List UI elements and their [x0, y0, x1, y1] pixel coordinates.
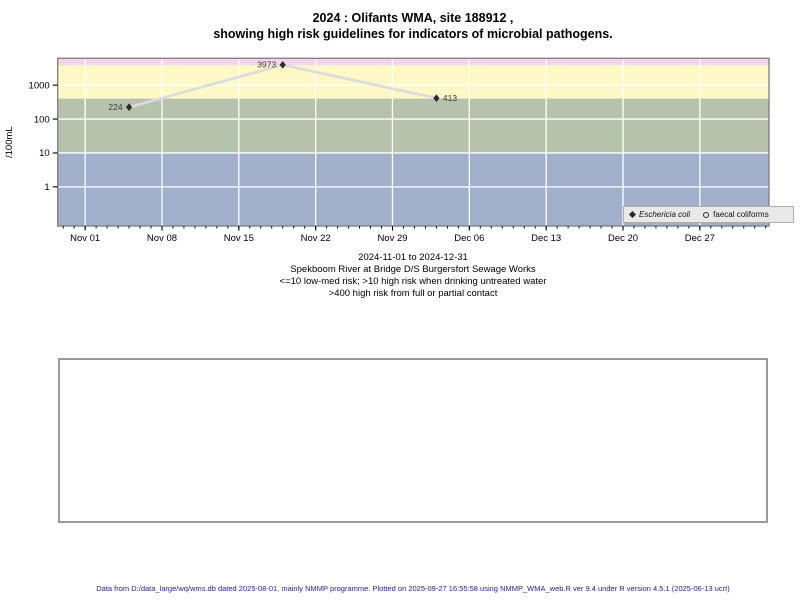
legend-label-faecal-coliforms: faecal coliforms [713, 210, 769, 219]
x-tick-label: Dec 06 [454, 233, 484, 244]
risk-band-pink [57, 58, 769, 66]
x-tick-label: Nov 15 [224, 233, 254, 244]
subtitle: 2024-11-01 to 2024-12-31 Spekboom River … [57, 252, 769, 300]
y-axis-label: /100mL [4, 126, 15, 158]
legend-item-faecal-coliforms: faecal coliforms [703, 210, 769, 219]
x-tick-label: Dec 13 [531, 233, 561, 244]
legend-item-ecoli: Eschericia coli [628, 210, 691, 219]
x-tick-label: Nov 22 [301, 233, 331, 244]
x-tick-label: Nov 08 [147, 233, 177, 244]
x-tick-label: Dec 27 [685, 233, 715, 244]
filled-diamond-icon [628, 210, 637, 219]
subtitle-risk-note-contact: >400 high risk from full or partial cont… [328, 288, 498, 299]
x-tick-label: Nov 29 [377, 233, 407, 244]
point-marker [433, 94, 440, 102]
y-tick-label: 1000 [29, 80, 50, 91]
point-label: 3973 [257, 60, 276, 70]
point-marker [125, 103, 133, 111]
y-tick-label: 100 [34, 114, 50, 125]
empty-second-panel [58, 358, 768, 523]
point-label: 413 [443, 93, 457, 103]
chart-title: 2024 : Olifants WMA, site 188912 , showi… [57, 10, 769, 43]
point-marker [279, 61, 286, 69]
y-tick-label: 1 [44, 182, 49, 193]
risk-band-green [57, 98, 769, 153]
subtitle-date-range: 2024-11-01 to 2024-12-31 [358, 252, 468, 263]
chart-title-line2: showing high risk guidelines for indicat… [213, 27, 613, 42]
x-tick-label: Nov 01 [70, 233, 100, 244]
open-circle-icon [703, 211, 710, 218]
chart-svg: 224 3973 413 1 10 100 1000 Nov 01 Nov 08 Nov 15 No… [29, 57, 770, 244]
footer-note: Data from D:/data_large/wq/wms.db dated … [96, 584, 730, 593]
y-tick-label: 10 [39, 148, 50, 159]
x-tick-label: Dec 20 [608, 233, 638, 244]
subtitle-risk-note-drinking: <=10 low-med risk; >10 high risk when dr… [279, 276, 547, 287]
point-label: 224 [108, 102, 122, 112]
plot-border [57, 57, 770, 227]
legend: Eschericia coli faecal coliforms [623, 206, 794, 223]
subtitle-site-description: Spekboom River at Bridge D/S Burgersfort… [290, 264, 536, 275]
chart-title-line1: 2024 : Olifants WMA, site 188912 , [312, 11, 514, 25]
legend-label-ecoli: Eschericia coli [639, 210, 691, 219]
